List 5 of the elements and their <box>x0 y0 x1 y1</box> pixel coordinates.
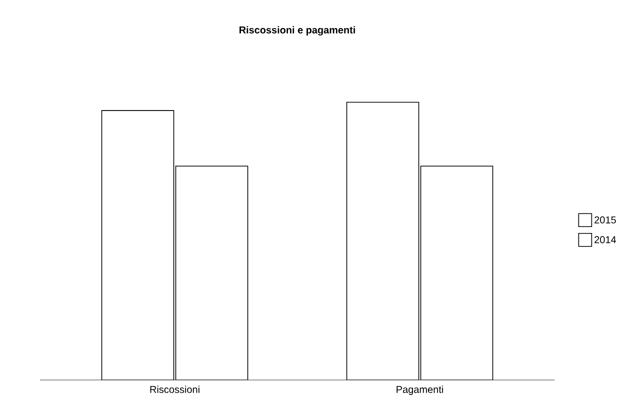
chart-title: Riscossioni e pagamenti <box>240 26 355 36</box>
x-tick-label: Pagamenti <box>396 386 443 395</box>
x-tick-label: Riscossioni <box>150 386 200 393</box>
text: 2015 <box>594 216 616 224</box>
text: 2014 <box>594 236 616 244</box>
